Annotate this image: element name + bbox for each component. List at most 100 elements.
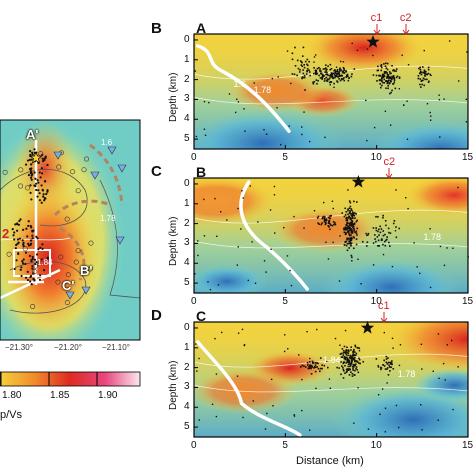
hypocenter-dot xyxy=(430,115,432,117)
map-dot xyxy=(31,234,34,237)
hypocenter-dot xyxy=(387,361,390,364)
hypocenter-dot xyxy=(318,223,320,226)
hypocenter-dot xyxy=(291,73,294,75)
hypocenter-dot xyxy=(353,358,355,361)
hypocenter-dot xyxy=(385,239,387,242)
velocity-boundary-line xyxy=(195,44,291,133)
hypocenter-dot xyxy=(310,367,312,370)
hypocenter-dot xyxy=(347,349,350,351)
hypocenter-dot xyxy=(323,217,326,220)
hypocenter-dot xyxy=(316,67,319,70)
hypocenter-dot xyxy=(355,201,358,203)
hypocenter-dot xyxy=(355,232,358,234)
station-marker-label: c2 xyxy=(383,156,396,168)
hypocenter-dot xyxy=(387,80,390,83)
station-marker-label: c1 xyxy=(377,300,390,312)
hypocenter-dot xyxy=(348,211,351,214)
hypocenter-dot xyxy=(351,73,353,75)
hypocenter-dot xyxy=(351,359,353,362)
hypocenter-dot xyxy=(330,74,332,77)
hypocenter-dot xyxy=(385,71,387,73)
hypocenter-dot xyxy=(395,236,398,239)
hypocenter-dot xyxy=(385,67,388,69)
hypocenter-dot xyxy=(359,362,361,365)
map-dot xyxy=(46,190,49,193)
hypocenter-dot xyxy=(372,227,375,229)
hypocenter-dot xyxy=(344,364,346,367)
hypocenter-dot xyxy=(353,351,356,353)
hypocenter-dot xyxy=(324,136,326,139)
map-dot xyxy=(29,224,32,228)
hypocenter-dot xyxy=(198,419,201,421)
hypocenter-dot xyxy=(308,71,311,73)
map-dot xyxy=(16,238,19,241)
hypocenter-dot xyxy=(379,413,381,416)
map-dot xyxy=(30,158,33,161)
y-tick-label: 0 xyxy=(184,177,190,189)
map-dot xyxy=(12,234,15,237)
hypocenter-dot xyxy=(386,367,389,369)
hypocenter-dot xyxy=(271,77,274,80)
hypocenter-dot xyxy=(348,222,351,225)
hypocenter-dot xyxy=(366,241,369,244)
hypocenter-dot xyxy=(389,76,391,79)
map-station-triangle xyxy=(53,151,63,160)
hypocenter-dot xyxy=(337,76,339,78)
hypocenter-dot xyxy=(326,78,329,81)
hypocenter-dot xyxy=(237,207,239,210)
hypocenter-dot xyxy=(243,344,246,347)
hypocenter-dot xyxy=(380,366,382,369)
hypocenter-dot xyxy=(389,232,392,235)
map-dot xyxy=(33,184,36,187)
hypocenter-dot xyxy=(384,62,387,65)
hypocenter-dot xyxy=(301,126,303,128)
hypocenter-dot xyxy=(336,81,339,83)
hypocenter-dot xyxy=(297,67,300,70)
map-dot xyxy=(41,243,44,246)
hypocenter-dot xyxy=(203,128,206,130)
hypocenter-dot xyxy=(380,65,382,67)
hypocenter-dot xyxy=(349,221,352,224)
hypocenter-dot xyxy=(350,349,352,351)
contour-line xyxy=(193,209,469,224)
hypocenter-dot xyxy=(332,76,334,79)
y-tick-label: 5 xyxy=(184,277,190,289)
hypocenter-dot xyxy=(306,330,308,333)
hypocenter-dot xyxy=(304,60,307,63)
hypocenter-dot xyxy=(345,70,347,72)
map-panel xyxy=(0,119,141,341)
hypocenter-dot xyxy=(420,404,422,406)
hypocenter-dot xyxy=(327,366,329,369)
hypocenter-dot xyxy=(392,222,395,225)
hypocenter-dot xyxy=(336,75,338,78)
map-dot xyxy=(41,159,45,163)
panel-letter-d: D xyxy=(151,307,162,324)
hypocenter-dot xyxy=(353,354,356,357)
hypocenter-dot xyxy=(420,343,423,346)
hypocenter-dot xyxy=(346,227,349,229)
hypocenter-dot xyxy=(424,74,426,77)
hypocenter-dot xyxy=(373,234,376,236)
hypocenter-dot xyxy=(195,135,198,138)
hypocenter-dot xyxy=(312,82,315,85)
hypocenter-dot xyxy=(352,247,355,250)
map-lon-tick: −21.10° xyxy=(102,343,130,352)
hypocenter-dot xyxy=(417,74,420,77)
hypocenter-dot xyxy=(312,362,314,364)
hypocenter-dot xyxy=(214,337,216,340)
hypocenter-dot xyxy=(342,362,345,365)
hypocenter-dot xyxy=(375,227,377,229)
hypocenter-dot xyxy=(283,350,286,353)
hypocenter-dot xyxy=(329,224,332,226)
hypocenter-dot xyxy=(350,223,353,226)
hypocenter-dot xyxy=(450,339,453,342)
hypocenter-dot xyxy=(263,260,266,262)
contour-label: 1.84 xyxy=(323,354,341,365)
hypocenter-dot xyxy=(337,72,339,75)
hypocenter-dot xyxy=(317,222,319,225)
hypocenter-dot xyxy=(352,353,354,355)
hypocenter-dot xyxy=(386,73,389,76)
map-event-circle xyxy=(18,183,24,189)
map-dot xyxy=(29,280,32,283)
map-dot xyxy=(43,199,46,202)
